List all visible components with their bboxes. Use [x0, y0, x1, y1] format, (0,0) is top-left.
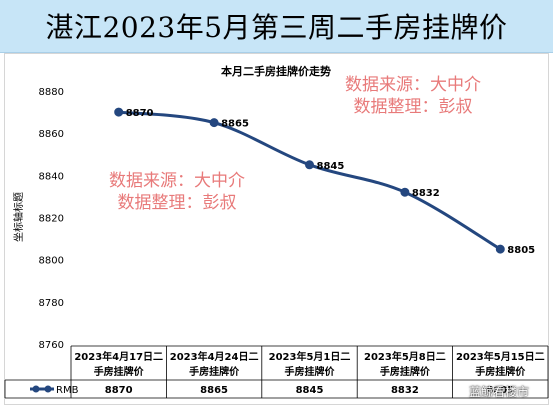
data-label: 8865 — [221, 119, 249, 130]
watermark-source: 数据来源：大中介 — [345, 75, 481, 95]
y-tick-label: 8820 — [39, 214, 64, 225]
data-label: 8845 — [317, 161, 345, 172]
y-tick-label: 8760 — [39, 340, 64, 351]
y-axis-title: 坐标轴标题 — [12, 192, 25, 242]
y-tick-label: 8840 — [39, 171, 64, 182]
banner-title: 湛江2023年5月第三周二手房挂牌价 — [45, 11, 508, 44]
x-category-label: 手房挂牌价 — [285, 365, 336, 378]
watermark-source: 数据来源：大中介 — [109, 171, 245, 191]
data-point — [400, 187, 410, 197]
watermark-editor: 数据整理：彭叔 — [353, 97, 473, 117]
y-tick-label: 8880 — [39, 87, 64, 98]
data-label: 8805 — [507, 245, 535, 256]
x-category-label: 手房挂牌价 — [189, 365, 240, 378]
data-label: 8832 — [412, 188, 440, 199]
data-point — [305, 160, 314, 170]
table-value: 8870 — [105, 385, 133, 396]
legend-marker — [44, 385, 52, 393]
chart-title: 本月二手房挂牌价走势 — [221, 64, 331, 78]
watermark-center: 数据来源：大中介 数据整理：彭叔 — [109, 170, 245, 214]
table-value: 8845 — [296, 385, 324, 396]
data-point — [495, 244, 505, 254]
data-label: 8870 — [126, 108, 154, 119]
watermark-editor: 数据整理：彭叔 — [117, 193, 237, 213]
watermark-top-right: 数据来源：大中介 数据整理：彭叔 — [345, 74, 481, 118]
x-category-label: 手房挂牌价 — [380, 365, 431, 378]
y-tick-label: 8780 — [39, 298, 64, 309]
x-category-label: 手房挂牌价 — [94, 365, 145, 378]
x-category-label: 2023年5月15日二 — [456, 350, 545, 363]
x-category-label: 2023年4月24日二 — [170, 350, 259, 363]
corner-watermark: 蓝鲸看楼市 — [469, 385, 530, 399]
x-category-label: 手房挂牌价 — [475, 365, 526, 378]
x-category-label: 2023年5月8日二 — [364, 350, 446, 363]
legend-label: RMB — [56, 385, 79, 396]
data-point — [114, 107, 124, 117]
banner: 湛江2023年5月第三周二手房挂牌价 — [0, 0, 553, 53]
x-category-label: 2023年5月1日二 — [269, 350, 351, 363]
x-category-label: 2023年4月17日二 — [74, 350, 163, 363]
table-value: 8865 — [200, 385, 228, 396]
table-value: 8832 — [391, 385, 419, 396]
y-tick-label: 8860 — [39, 129, 64, 140]
table-value: 8805 — [486, 385, 514, 396]
legend-marker — [32, 385, 40, 393]
data-point — [209, 118, 219, 128]
y-tick-label: 8800 — [39, 256, 64, 267]
